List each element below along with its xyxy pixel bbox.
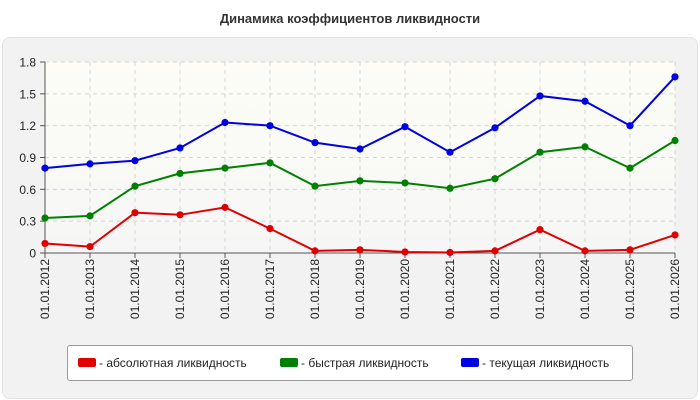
x-tick-label: 01.01.2024	[578, 259, 592, 319]
data-point	[176, 169, 184, 178]
data-point	[131, 182, 139, 190]
x-tick-label: 01.01.2018	[308, 259, 322, 319]
data-point	[401, 248, 409, 256]
data-point	[41, 214, 49, 222]
x-tick-label: 01.01.2020	[398, 259, 412, 319]
data-point	[41, 164, 49, 172]
data-point	[356, 246, 364, 254]
x-tick-label: 01.01.2019	[353, 259, 367, 319]
data-point	[626, 122, 634, 130]
y-tick-label: 1.5	[19, 87, 36, 101]
legend-swatch	[280, 358, 298, 368]
data-point	[401, 123, 409, 131]
data-point	[401, 179, 409, 187]
data-point	[581, 247, 589, 255]
data-point	[131, 157, 139, 165]
y-tick-label: 0.3	[19, 215, 36, 229]
legend-label: - абсолютная ликвидность	[99, 356, 247, 370]
data-point	[266, 159, 274, 167]
data-point	[266, 122, 274, 130]
data-point	[86, 160, 94, 168]
data-point	[446, 184, 454, 192]
data-point	[176, 144, 184, 152]
data-point	[311, 182, 319, 190]
data-point	[176, 211, 184, 219]
data-point	[581, 143, 589, 151]
data-point	[581, 97, 589, 105]
legend-item: - быстрая ликвидность	[280, 355, 429, 371]
x-tick-label: 01.01.2025	[623, 259, 637, 319]
data-point	[671, 136, 679, 145]
data-point	[626, 164, 634, 172]
y-tick-label: 0.6	[19, 183, 36, 197]
data-point	[626, 246, 634, 254]
x-tick-label: 01.01.2012	[38, 259, 52, 319]
legend-swatch	[78, 358, 96, 368]
y-tick-label: 0	[29, 247, 36, 261]
chart-title: Динамика коэффициентов ликвидности	[219, 11, 481, 26]
x-tick-label: 01.01.2015	[173, 259, 187, 319]
data-point	[86, 243, 94, 251]
data-point	[221, 164, 229, 172]
x-tick-label: 01.01.2017	[263, 259, 277, 319]
data-point	[41, 239, 49, 248]
data-point	[311, 139, 319, 147]
x-tick-label: 01.01.2013	[83, 259, 97, 319]
legend-label: - быстрая ликвидность	[301, 356, 429, 370]
x-tick-label: 01.01.2016	[218, 259, 232, 319]
data-point	[671, 73, 679, 81]
data-point	[131, 209, 139, 217]
legend-label: - текущая ликвидность	[482, 356, 610, 370]
data-point	[446, 148, 454, 156]
data-point	[536, 226, 544, 234]
y-tick-label: 1.2	[19, 119, 36, 133]
data-point	[266, 224, 274, 233]
x-tick-label: 01.01.2023	[533, 259, 547, 319]
legend-swatch	[461, 358, 479, 368]
x-tick-label: 01.01.2021	[443, 259, 457, 319]
y-tick-label: 0.9	[19, 151, 36, 165]
data-point	[491, 247, 499, 255]
data-point	[221, 203, 229, 211]
x-tick-label: 01.01.2022	[488, 259, 502, 319]
data-point	[536, 148, 544, 156]
data-point	[356, 177, 364, 185]
x-tick-label: 01.01.2014	[128, 259, 142, 319]
data-point	[356, 145, 364, 153]
legend: - абсолютная ликвидность - быстрая ликвид…	[67, 345, 633, 381]
data-point	[491, 175, 499, 183]
data-point	[491, 124, 499, 132]
legend-item: - текущая ликвидность	[461, 355, 609, 371]
data-point	[536, 92, 544, 100]
data-point	[221, 118, 229, 127]
legend-item: - абсолютная ликвидность	[78, 355, 247, 371]
data-point	[671, 231, 679, 239]
data-point	[86, 212, 94, 220]
y-tick-label: 1.8	[19, 56, 36, 70]
data-point	[311, 247, 319, 255]
x-tick-label: 01.01.2026	[668, 259, 682, 319]
data-point	[446, 248, 454, 257]
